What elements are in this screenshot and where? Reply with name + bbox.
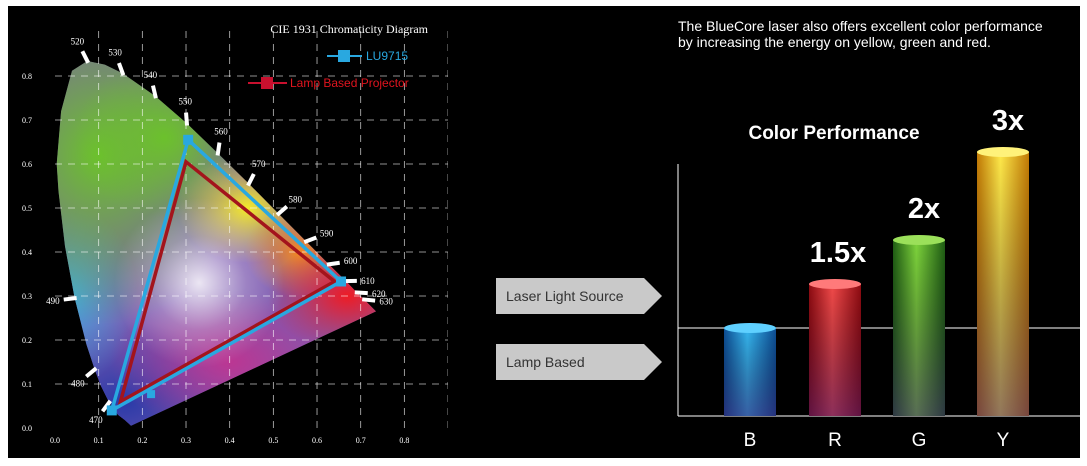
performance-title: Color Performance <box>748 123 919 144</box>
bars: B R 1.5x G 2x Y 3x <box>724 105 1029 451</box>
category-label: Y <box>997 430 1010 451</box>
y-tick-label: 0.7 <box>22 116 32 125</box>
wavelength-label: 570 <box>252 159 266 169</box>
y-tick-label: 0.5 <box>22 204 32 213</box>
wavelength-label: 520 <box>71 36 85 46</box>
legend-item-lu9715: LU9715 <box>327 49 408 63</box>
white-point-region <box>114 198 284 368</box>
lu9715-vertex-marker <box>183 135 193 145</box>
legend: LU9715 Lamp Based Projector <box>248 49 409 90</box>
y-tick-label: 0.1 <box>22 380 32 389</box>
x-tick-label: 0.6 <box>312 436 322 445</box>
value-label: 3x <box>992 105 1024 137</box>
wavelength-label: 590 <box>320 229 334 239</box>
wavelength-tick <box>304 237 316 242</box>
bar-G <box>893 240 945 416</box>
lamp-based-text: Lamp Based <box>506 354 585 370</box>
lu9715-vertex-marker <box>336 276 346 286</box>
wavelength-label: 580 <box>288 194 302 204</box>
cie-title: CIE 1931 Chromaticity Diagram <box>270 22 428 36</box>
wavelength-tick <box>355 292 368 293</box>
wavelength-tick <box>248 174 254 186</box>
legend-label-lamp: Lamp Based Projector <box>290 76 409 90</box>
laser-light-source-label: Laser Light Source <box>496 278 662 314</box>
lamp-based-label: Lamp Based <box>496 344 662 380</box>
y-tick-label: 0.2 <box>22 336 32 345</box>
category-label: G <box>912 430 927 451</box>
wavelength-label: 480 <box>71 379 85 389</box>
laser-light-source-text: Laser Light Source <box>506 288 624 304</box>
wavelength-label: 490 <box>46 296 60 306</box>
color-gamut <box>8 6 428 458</box>
y-tick-label: 0.3 <box>22 292 32 301</box>
wavelength-tick <box>82 51 88 63</box>
bar-shade <box>977 152 1029 416</box>
value-label: 2x <box>908 193 940 225</box>
bar-shade <box>893 240 945 416</box>
intro-text: The BlueCore laser also offers excellent… <box>678 18 1048 50</box>
wavelength-label: 540 <box>144 70 158 80</box>
wavelength-label: 600 <box>344 256 358 266</box>
wavelength-label: 610 <box>361 276 375 286</box>
x-tick-label: 0.7 <box>356 436 366 445</box>
bar-cap <box>977 147 1029 157</box>
x-tick-label: 0.5 <box>268 436 278 445</box>
y-tick-label: 0.8 <box>22 72 32 81</box>
legend-item-lamp: Lamp Based Projector <box>248 76 409 90</box>
bar-shade <box>809 284 861 416</box>
wavelength-label: 470 <box>89 415 103 425</box>
bar-cap <box>809 279 861 289</box>
x-tick-label: 0.4 <box>225 436 235 445</box>
wavelength-tick <box>64 298 77 300</box>
y-tick-label: 0.4 <box>22 248 32 257</box>
legend-label-lu9715: LU9715 <box>366 49 408 63</box>
x-tick-label: 0.1 <box>94 436 104 445</box>
cie-chromaticity-chart: 0.0 0.1 0.2 0.3 0.4 0.5 0.6 0.7 0.8 0.0 0.1 0.2 0.3 0… <box>8 6 448 458</box>
infographic: 0.0 0.1 0.2 0.3 0.4 0.5 0.6 0.7 0.8 0.0 0.1 0.2 0.3 0… <box>8 6 1080 458</box>
x-tick-label: 0.8 <box>399 436 409 445</box>
wavelength-tick <box>218 143 220 156</box>
wavelength-label: 630 <box>379 297 393 307</box>
value-label: 1.5x <box>810 237 866 269</box>
wavelength-tick <box>86 368 96 376</box>
category-label: R <box>828 430 842 451</box>
wavelength-tick <box>362 299 375 300</box>
x-tick-label: 0.0 <box>50 436 60 445</box>
lu9715-vertex-marker <box>107 405 117 415</box>
bar-Y <box>977 152 1029 416</box>
y-tick-label: 0.6 <box>22 160 32 169</box>
wavelength-label: 530 <box>108 48 122 58</box>
bar-R <box>809 284 861 416</box>
bar-cap <box>893 235 945 245</box>
bar-shade <box>724 328 776 416</box>
wavelength-tick <box>327 263 340 265</box>
bar-B <box>724 328 776 416</box>
x-tick-label: 0.2 <box>137 436 147 445</box>
y-tick-label: 0.0 <box>22 424 32 433</box>
wavelength-label: 550 <box>178 97 192 107</box>
category-label: B <box>744 430 757 451</box>
wavelength-label: 560 <box>214 127 228 137</box>
x-tick-label: 0.3 <box>181 436 191 445</box>
bar-cap <box>724 323 776 333</box>
lu9715-edge-marker <box>147 390 155 398</box>
wavelength-tick <box>186 113 187 126</box>
